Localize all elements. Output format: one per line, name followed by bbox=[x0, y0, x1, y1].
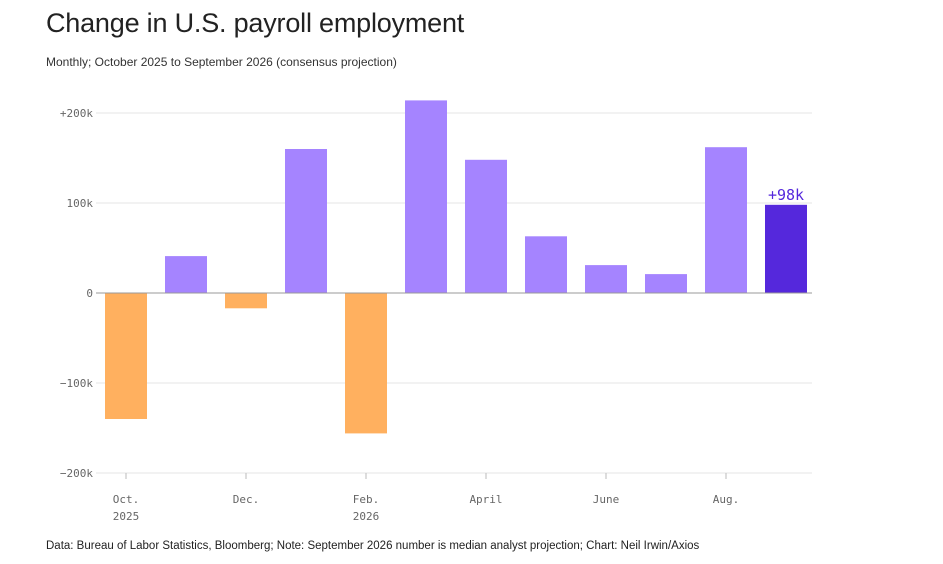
bar bbox=[285, 149, 327, 293]
bar bbox=[105, 293, 147, 419]
y-tick-label: 100k bbox=[67, 197, 94, 210]
bar bbox=[585, 265, 627, 293]
bar bbox=[345, 293, 387, 434]
x-tick-year-label: 2025 bbox=[113, 510, 140, 523]
y-tick-label: −100k bbox=[60, 377, 93, 390]
y-tick-label: −200k bbox=[60, 467, 93, 480]
x-tick-label: Oct. bbox=[113, 493, 140, 506]
y-tick-label: 0 bbox=[86, 287, 93, 300]
bar bbox=[465, 159, 507, 293]
bar bbox=[705, 147, 747, 293]
x-tick-label: Dec. bbox=[233, 493, 260, 506]
x-tick-label: Feb. bbox=[353, 493, 380, 506]
chart-title: Change in U.S. payroll employment bbox=[46, 8, 465, 38]
data-label: +98k bbox=[768, 186, 804, 204]
bar bbox=[225, 293, 267, 309]
x-tick-label: June bbox=[593, 493, 620, 506]
chart-subtitle: Monthly; October 2025 to September 2026 … bbox=[46, 55, 397, 69]
bars bbox=[105, 100, 807, 434]
axes: +200k 100k 0 −100k −200k +98k Oct. 2025 Dec. Feb.… bbox=[60, 107, 812, 523]
bar bbox=[165, 256, 207, 293]
bar bbox=[765, 204, 807, 293]
bar bbox=[525, 236, 567, 293]
y-tick-label: +200k bbox=[60, 107, 93, 120]
x-tick-label: Aug. bbox=[713, 493, 740, 506]
x-tick-label: April bbox=[469, 493, 502, 506]
x-tick-year-label: 2026 bbox=[353, 510, 380, 523]
source-note: Data: Bureau of Labor Statistics, Bloomb… bbox=[46, 540, 700, 552]
bar bbox=[645, 274, 687, 293]
bar bbox=[405, 100, 447, 294]
